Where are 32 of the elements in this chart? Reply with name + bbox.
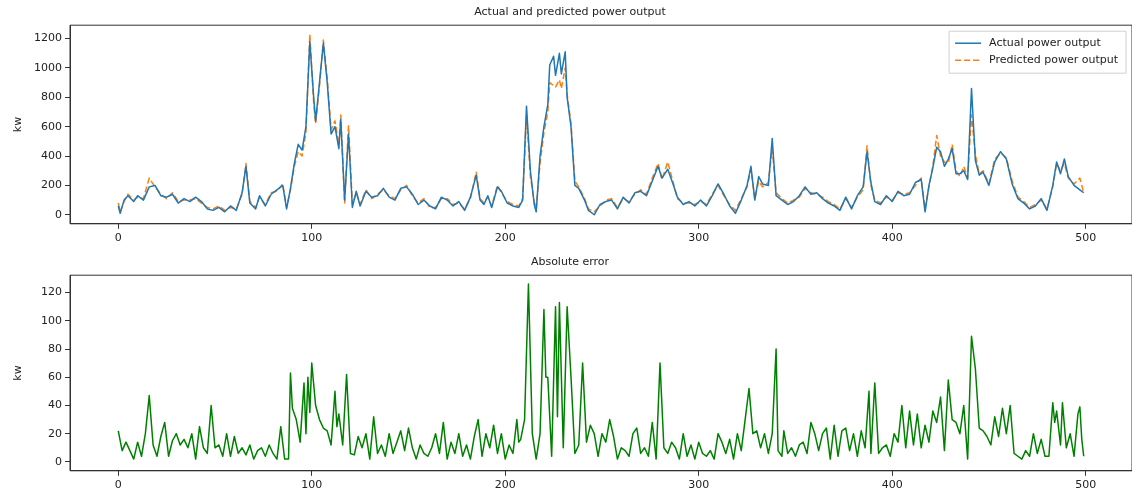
x-tick-label: 100: [301, 478, 323, 492]
y-tick-label: 200: [41, 178, 62, 192]
x-tick-label: 300: [688, 478, 710, 492]
x-tick-label: 400: [881, 478, 903, 492]
x-tick-label: 400: [881, 231, 903, 245]
y-axis-title: kw: [11, 116, 25, 133]
x-tick-label: 0: [114, 478, 122, 492]
x-tick-label: 100: [301, 231, 323, 245]
y-tick-label: 80: [48, 341, 62, 355]
y-tick-label: 120: [41, 285, 62, 299]
x-tick-label: 500: [1075, 478, 1097, 492]
chart-title: Actual and predicted power output: [474, 5, 667, 19]
y-tick-label: 60: [48, 370, 62, 384]
y-tick-label: 40: [48, 398, 62, 412]
y-tick-label: 1200: [34, 31, 62, 45]
x-tick-label: 500: [1075, 231, 1097, 245]
x-tick-label: 200: [494, 478, 516, 492]
x-tick-label: 200: [494, 231, 516, 245]
x-tick-label: 300: [688, 231, 710, 245]
y-tick-label: 400: [41, 148, 62, 162]
y-tick-label: 1000: [34, 60, 62, 74]
x-tick-label: 0: [114, 231, 122, 245]
y-tick-label: 600: [41, 119, 62, 133]
legend-label: Actual power output: [989, 36, 1102, 50]
y-tick-label: 0: [55, 207, 62, 221]
y-tick-label: 20: [48, 426, 62, 440]
y-tick-label: 100: [41, 313, 62, 327]
y-axis-title: kw: [11, 365, 25, 381]
y-tick-label: 0: [55, 454, 62, 468]
legend-label: Predicted power output: [989, 53, 1119, 67]
chart-title: Absolute error: [530, 255, 610, 269]
y-tick-label: 800: [41, 90, 62, 104]
